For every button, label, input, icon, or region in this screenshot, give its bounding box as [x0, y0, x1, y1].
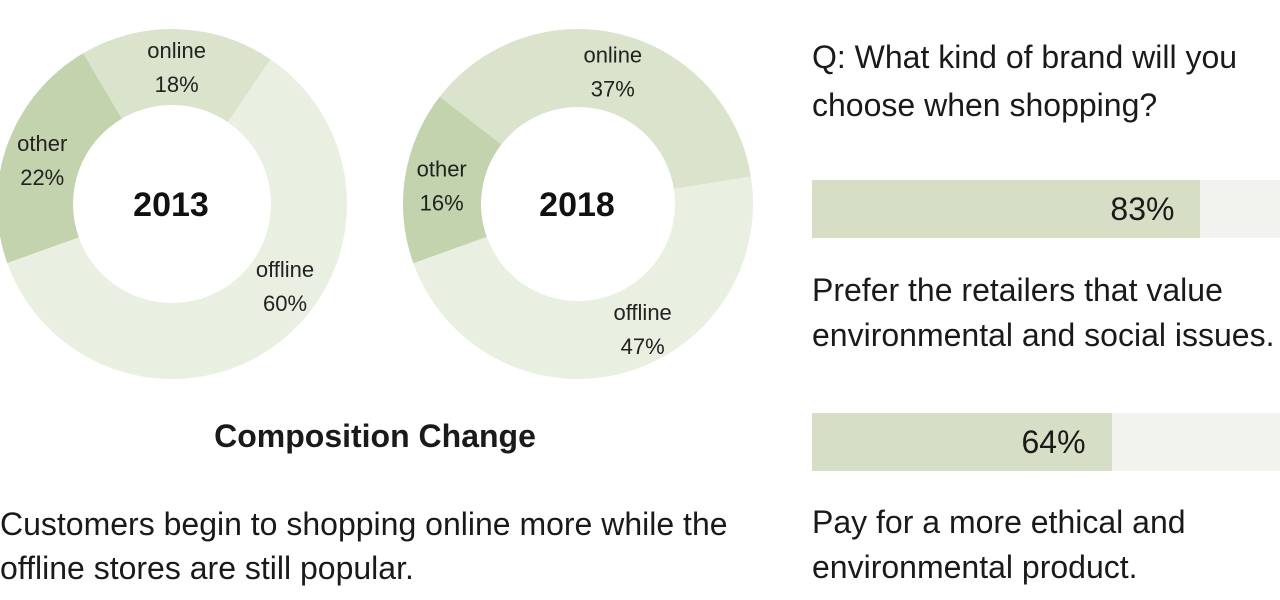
donut-year-label-2013: 2013: [133, 186, 209, 224]
left-caption: Customers begin to shopping online more …: [0, 506, 728, 586]
bar-value-ethical-product: 64%: [1021, 424, 1086, 460]
donut-2013-label-online: online: [147, 38, 206, 63]
bar-value-retailers: 83%: [1110, 191, 1175, 227]
bar-caption-retailers: Prefer the retailers that value environm…: [812, 272, 1275, 353]
donut-2013-value-other: 22%: [20, 165, 64, 190]
donut-2013-value-online: 18%: [155, 72, 199, 97]
donut-2018-value-online: 37%: [591, 76, 635, 101]
donut-2018-slice-other: [402, 96, 502, 264]
donut-2018-value-other: 16%: [420, 190, 464, 215]
donut-2013-label-offline: offline: [256, 257, 314, 282]
donut-2018-label-online: online: [583, 42, 642, 67]
composition-title: Composition Change: [214, 418, 536, 454]
donut-2013-slice-online: [83, 28, 271, 123]
donut-2013-value-offline: 60%: [263, 291, 307, 316]
donut-2013-label-other: other: [17, 131, 67, 156]
bar-fill-retailers: [812, 180, 1201, 238]
donut-2018-slice-online: [439, 28, 751, 189]
donut-2018-label-other: other: [417, 156, 467, 181]
donut-charts: online 18% offline 60% other 22% 2013 online 37%…: [0, 28, 753, 380]
donut-2018-label-offline: offline: [613, 300, 671, 325]
survey-question: Q: What kind of brand will you choose wh…: [812, 39, 1238, 123]
donut-year-label-2018: 2018: [539, 186, 615, 224]
donut-2013-slice-offline: [7, 59, 348, 379]
donut-2013-slice-other: [0, 53, 122, 263]
bar-caption-ethical-product: Pay for a more ethical and environmental…: [812, 504, 1186, 585]
bar-fill-ethical-product: [812, 413, 1112, 471]
bar-track-retailers: 83%: [812, 180, 1280, 238]
donut-2018-value-offline: 47%: [621, 334, 665, 359]
donut-2018-slice-offline: [413, 176, 753, 380]
bar-track-ethical-product: 64%: [812, 413, 1280, 471]
